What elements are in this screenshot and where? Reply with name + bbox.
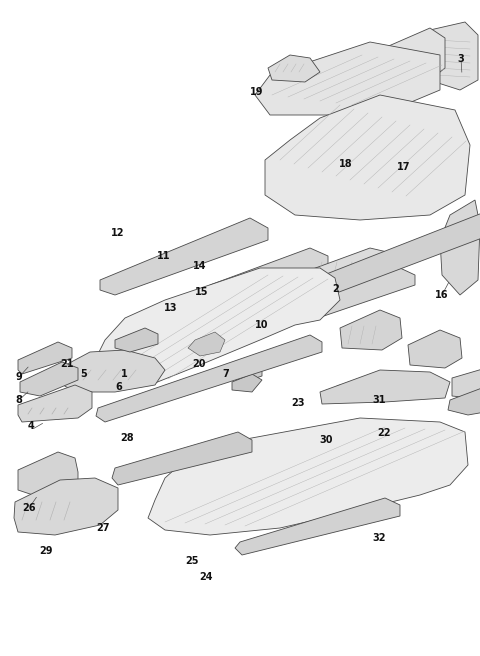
Text: 18: 18 (339, 159, 352, 169)
Text: 32: 32 (372, 533, 386, 543)
Text: 2: 2 (333, 283, 339, 294)
Polygon shape (208, 248, 328, 300)
Polygon shape (20, 362, 78, 396)
Polygon shape (440, 200, 480, 295)
Text: 8: 8 (16, 395, 23, 405)
Circle shape (335, 385, 345, 395)
Text: 25: 25 (185, 556, 199, 566)
Polygon shape (228, 360, 262, 382)
Polygon shape (265, 95, 470, 220)
Polygon shape (235, 498, 400, 555)
Polygon shape (18, 342, 72, 374)
Text: 14: 14 (192, 260, 206, 271)
Text: 6: 6 (116, 382, 122, 392)
Circle shape (227, 373, 233, 379)
Circle shape (233, 483, 247, 497)
Polygon shape (188, 332, 225, 356)
Circle shape (391, 385, 401, 395)
Polygon shape (14, 478, 118, 535)
Text: 9: 9 (16, 372, 23, 382)
Circle shape (444, 344, 452, 352)
Circle shape (302, 349, 308, 355)
Text: 12: 12 (111, 228, 124, 238)
Polygon shape (96, 335, 322, 422)
Polygon shape (100, 218, 268, 295)
Text: 16: 16 (435, 290, 448, 300)
Text: 22: 22 (377, 428, 391, 438)
Circle shape (31, 474, 39, 482)
Polygon shape (310, 248, 400, 295)
Polygon shape (408, 330, 462, 368)
Circle shape (463, 377, 473, 387)
Text: 7: 7 (222, 369, 229, 379)
Polygon shape (428, 22, 478, 90)
Polygon shape (308, 268, 415, 318)
Circle shape (363, 385, 373, 395)
Text: 11: 11 (156, 251, 170, 261)
Polygon shape (92, 268, 340, 390)
Polygon shape (340, 310, 402, 350)
Text: 31: 31 (372, 395, 386, 405)
Polygon shape (58, 350, 165, 392)
Polygon shape (18, 385, 92, 422)
Polygon shape (358, 28, 445, 90)
Text: 5: 5 (81, 369, 87, 379)
Text: 29: 29 (39, 546, 52, 556)
Text: 3: 3 (457, 54, 464, 64)
Polygon shape (148, 418, 468, 535)
Text: 4: 4 (28, 421, 35, 432)
Text: 13: 13 (164, 303, 177, 314)
Text: 15: 15 (195, 287, 208, 297)
Circle shape (383, 461, 397, 475)
Polygon shape (320, 370, 450, 404)
Circle shape (142, 399, 148, 405)
Polygon shape (115, 328, 158, 352)
Polygon shape (258, 210, 480, 320)
Polygon shape (232, 374, 262, 392)
Polygon shape (452, 358, 480, 400)
Circle shape (54, 470, 62, 478)
Polygon shape (112, 432, 252, 485)
Text: 28: 28 (120, 433, 134, 443)
Text: 1: 1 (121, 369, 128, 379)
Polygon shape (268, 55, 320, 82)
Circle shape (421, 348, 429, 356)
Text: 10: 10 (255, 319, 268, 330)
Text: 21: 21 (60, 359, 74, 369)
Text: 30: 30 (320, 434, 333, 445)
Text: 27: 27 (96, 523, 110, 533)
Text: 17: 17 (396, 162, 410, 173)
Text: 23: 23 (291, 398, 304, 409)
Text: 26: 26 (22, 503, 36, 514)
Polygon shape (18, 452, 78, 498)
Text: 24: 24 (200, 572, 213, 583)
Text: 19: 19 (250, 87, 264, 97)
Polygon shape (255, 42, 440, 115)
Circle shape (53, 509, 63, 519)
Polygon shape (448, 385, 480, 415)
Text: 20: 20 (192, 359, 206, 369)
